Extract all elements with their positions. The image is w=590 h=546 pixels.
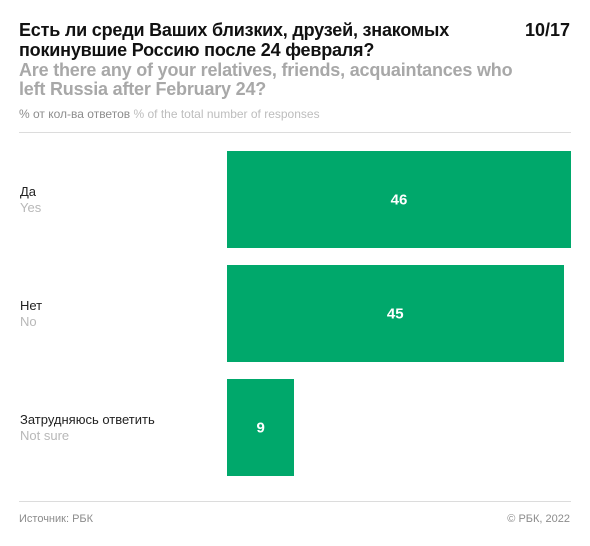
chart-title-ru: Есть ли среди Ваших близких, друзей, зна… [19,20,450,60]
category-label: Нет No [20,298,42,330]
category-label: Затрудняюсь ответить Not sure [20,412,155,444]
copyright-note: © РБК, 2022 [507,513,570,525]
category-label: Да Yes [20,184,41,216]
category-label-en: Not sure [20,427,70,443]
slide-counter: 10/17 [524,20,570,40]
bar [227,379,295,476]
bar [227,151,571,248]
category-label-ru: Затрудняюсь ответить [20,411,155,427]
chart-title-en: Are there any of your relatives, friends… [19,60,513,99]
category-label-en: No [20,313,37,329]
category-label-en: Yes [20,199,42,215]
bar-value-label: 46 [390,191,408,208]
category-label-ru: Да [20,183,37,199]
unit-subtitle: % от кол-ва ответов % of the total numbe… [19,107,320,121]
source-note: Источник: РБК [19,513,94,525]
unit-subtitle-ru: % от кол-ва ответов [19,107,131,121]
bar-value-label: 45 [386,305,404,322]
top-divider [19,132,571,133]
unit-subtitle-en: % of the total number of responses [133,107,320,121]
category-label-ru: Нет [20,297,43,313]
bar-value-label: 9 [256,419,265,436]
bar [227,265,564,362]
bottom-divider [19,501,571,502]
